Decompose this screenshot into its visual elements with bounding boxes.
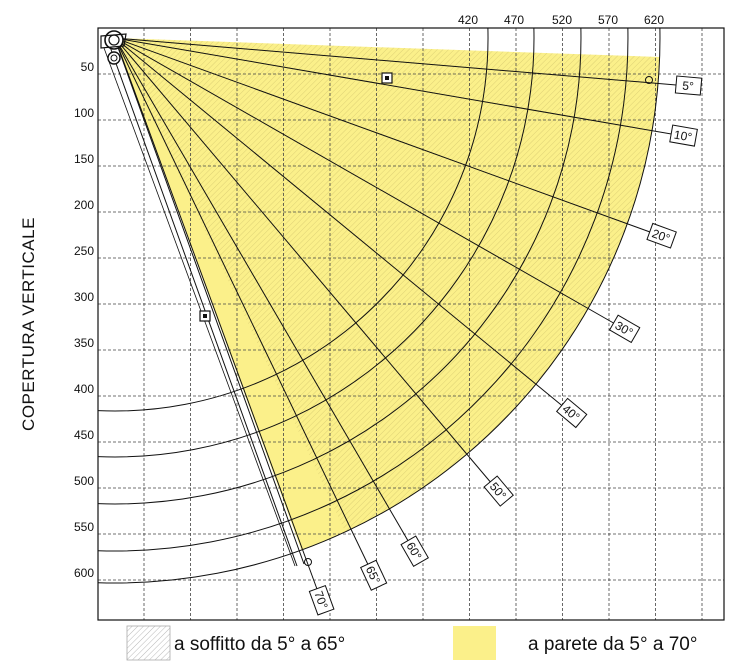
- angle-label-text: 10°: [673, 128, 694, 145]
- distance-arc: [98, 28, 629, 552]
- x-tick-label: 570: [598, 13, 618, 27]
- legend-wall-swatch: [453, 626, 496, 660]
- angle-label: 50°: [483, 475, 514, 507]
- y-tick-label: 550: [74, 520, 94, 534]
- angle-label: 60°: [400, 535, 429, 567]
- axis-title: COPERTURA VERTICALE: [19, 217, 38, 431]
- y-tick-label: 400: [74, 382, 94, 396]
- x-tick-label: 520: [552, 13, 572, 27]
- distance-arc: [98, 28, 661, 584]
- y-tick-label: 350: [74, 336, 94, 350]
- x-tick-label: 620: [644, 13, 664, 27]
- angle-ray: [114, 37, 689, 87]
- grid: [98, 28, 724, 620]
- x-tick-label: 470: [504, 13, 524, 27]
- angle-ray: [114, 37, 572, 414]
- angle-label: 20°: [646, 222, 677, 249]
- angle-ray: [114, 37, 662, 237]
- legend-ceiling-label: a soffitto da 5° a 65°: [174, 634, 345, 655]
- legend-ceiling-swatch: [126, 625, 171, 661]
- legend: a soffitto da 5° a 65° a parete da 5° a …: [126, 625, 697, 661]
- angle-ray: [114, 37, 322, 601]
- angle-label-text: 70°: [311, 589, 330, 611]
- y-tick-label: 500: [74, 474, 94, 488]
- angle-ray: [114, 37, 415, 552]
- x-tick-label: 420: [458, 13, 478, 27]
- y-tick-label: 250: [74, 244, 94, 258]
- legend-wall-label: a parete da 5° a 70°: [528, 634, 697, 655]
- angle-label: 5°: [674, 75, 703, 96]
- angle-label-text: 20°: [650, 226, 672, 245]
- angle-ray: [114, 37, 499, 492]
- y-tick-label: 200: [74, 198, 94, 212]
- distance-arc: [98, 28, 582, 505]
- projector-head-icon: [100, 30, 127, 65]
- angle-ray: [114, 37, 684, 137]
- distance-arc: [98, 28, 535, 458]
- angle-label: 30°: [608, 314, 641, 344]
- y-axis-labels: 50 100 150 200 250 300 350 400 450 500 550 600: [74, 60, 94, 580]
- y-tick-label: 100: [74, 106, 94, 120]
- angle-ray: [114, 37, 374, 576]
- plot-frame: [97, 27, 725, 621]
- angle-label-text: 5°: [682, 79, 695, 94]
- angle-label: 10°: [669, 124, 698, 147]
- y-tick-label: 50: [81, 60, 95, 74]
- y-tick-label: 600: [74, 566, 94, 580]
- angle-label: 40°: [555, 397, 588, 429]
- angle-label: 70°: [308, 585, 335, 616]
- distance-arc: [98, 28, 489, 412]
- distance-arcs: [98, 28, 661, 584]
- angle-labels: 5° 10° 20° 30° 40° 50° 60° 65° 70°: [308, 75, 703, 616]
- ceiling-coverage-area: [115, 38, 660, 532]
- y-tick-label: 150: [74, 152, 94, 166]
- angle-label: 65°: [360, 559, 388, 591]
- angle-ray: [114, 37, 625, 330]
- mounting-rail: [103, 41, 653, 567]
- y-tick-label: 300: [74, 290, 94, 304]
- x-axis-labels: 420 470 520 570 620: [458, 13, 664, 27]
- angle-rays: [114, 37, 689, 601]
- y-tick-label: 450: [74, 428, 94, 442]
